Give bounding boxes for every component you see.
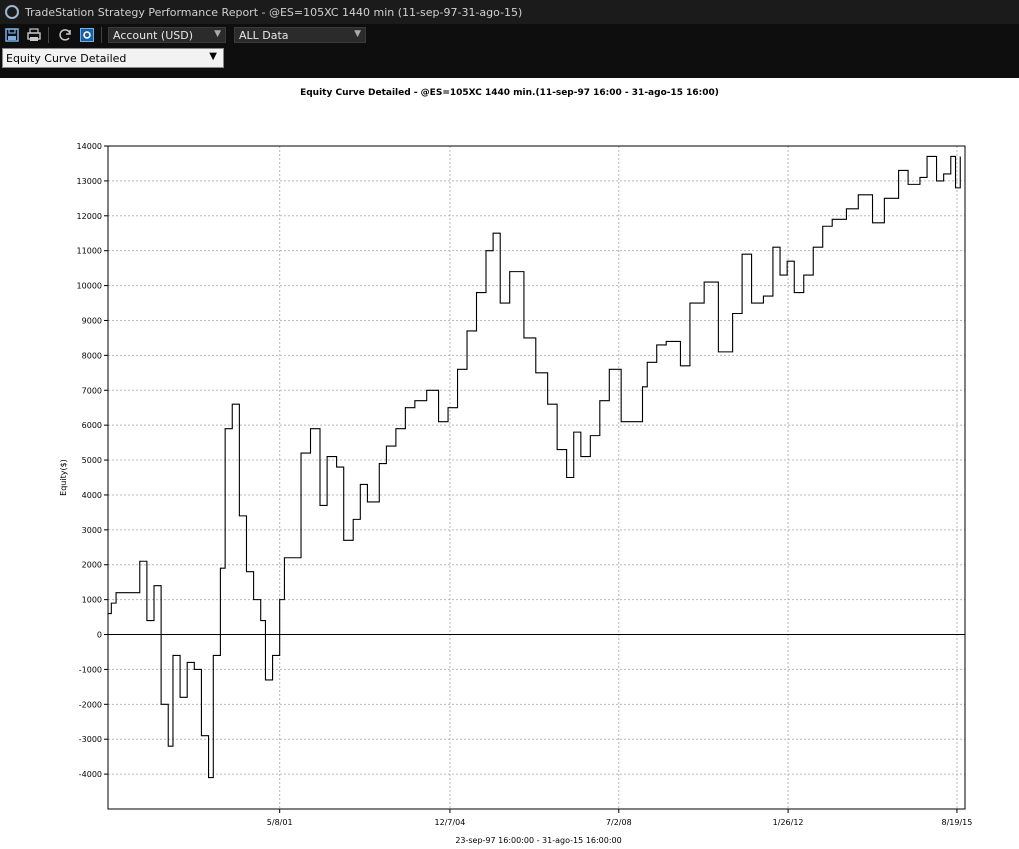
save-button[interactable] [2, 26, 22, 44]
y-tick-label: 12000 [77, 212, 102, 221]
y-tick-label: -1000 [79, 665, 102, 674]
chevron-down-icon: ▼ [209, 51, 217, 62]
y-tick-label: 6000 [82, 421, 102, 430]
x-tick-label: 12/7/04 [435, 818, 466, 827]
x-tick-label: 7/2/08 [606, 818, 632, 827]
y-tick-label: 9000 [82, 316, 102, 325]
equity-series-line [108, 155, 961, 779]
save-icon [5, 28, 19, 42]
account-select[interactable]: Account (USD) ▼ [108, 27, 226, 43]
account-select-value: Account (USD) [113, 28, 193, 42]
window-title: TradeStation Strategy Performance Report… [25, 5, 523, 19]
tradestation-logo-icon [5, 5, 19, 19]
settings-icon [80, 28, 94, 42]
y-tick-label: 1000 [82, 596, 102, 605]
data-range-select-value: ALL Data [239, 28, 289, 42]
equity-curve-chart: -4000 -3000 -2000 -1000 0 1000 2000 3000 4000 500… [59, 142, 973, 845]
y-tick-label: 7000 [82, 386, 102, 395]
y-axis-label: Equity($) [59, 459, 68, 496]
y-tick-label: 4000 [82, 491, 102, 500]
y-tick-label: 2000 [82, 561, 102, 570]
y-tick-label: -4000 [79, 770, 102, 779]
x-tick-label: 1/26/12 [773, 818, 804, 827]
toolbar-divider [48, 27, 49, 43]
y-tick-label: 10000 [77, 282, 102, 291]
y-tick-label: -2000 [79, 700, 102, 709]
window-titlebar: TradeStation Strategy Performance Report… [0, 0, 1019, 24]
refresh-button[interactable] [55, 26, 75, 44]
plot-area [107, 145, 966, 810]
y-tick-label: 8000 [82, 351, 102, 360]
y-tick-label: 0 [97, 631, 102, 640]
print-icon [27, 28, 41, 41]
toolbar-divider [101, 27, 102, 43]
y-tick-label: -3000 [79, 735, 102, 744]
x-tick-label: 5/8/01 [267, 818, 293, 827]
x-axis-label: 23-sep-97 16:00:00 - 31-ago-15 16:00:00 [455, 836, 621, 845]
y-tick-label: 5000 [82, 456, 102, 465]
data-range-select[interactable]: ALL Data ▼ [234, 27, 366, 43]
chevron-down-icon: ▼ [214, 29, 221, 39]
report-view-select[interactable]: Equity Curve Detailed ▼ [2, 48, 224, 68]
settings-button[interactable] [77, 26, 97, 44]
y-tick-label: 14000 [77, 142, 102, 151]
x-tick-label: 8/19/15 [942, 818, 973, 827]
print-button[interactable] [24, 26, 44, 44]
chart-title: Equity Curve Detailed - @ES=105XC 1440 m… [300, 88, 719, 98]
toolbar: Account (USD) ▼ ALL Data ▼ Equity Curve … [0, 24, 1019, 78]
y-tick-label: 11000 [77, 247, 102, 256]
y-tick-label: 3000 [82, 526, 102, 535]
report-view-select-value: Equity Curve Detailed [6, 51, 127, 65]
chevron-down-icon: ▼ [354, 29, 361, 39]
y-tick-label: 13000 [77, 177, 102, 186]
refresh-icon [59, 29, 71, 41]
